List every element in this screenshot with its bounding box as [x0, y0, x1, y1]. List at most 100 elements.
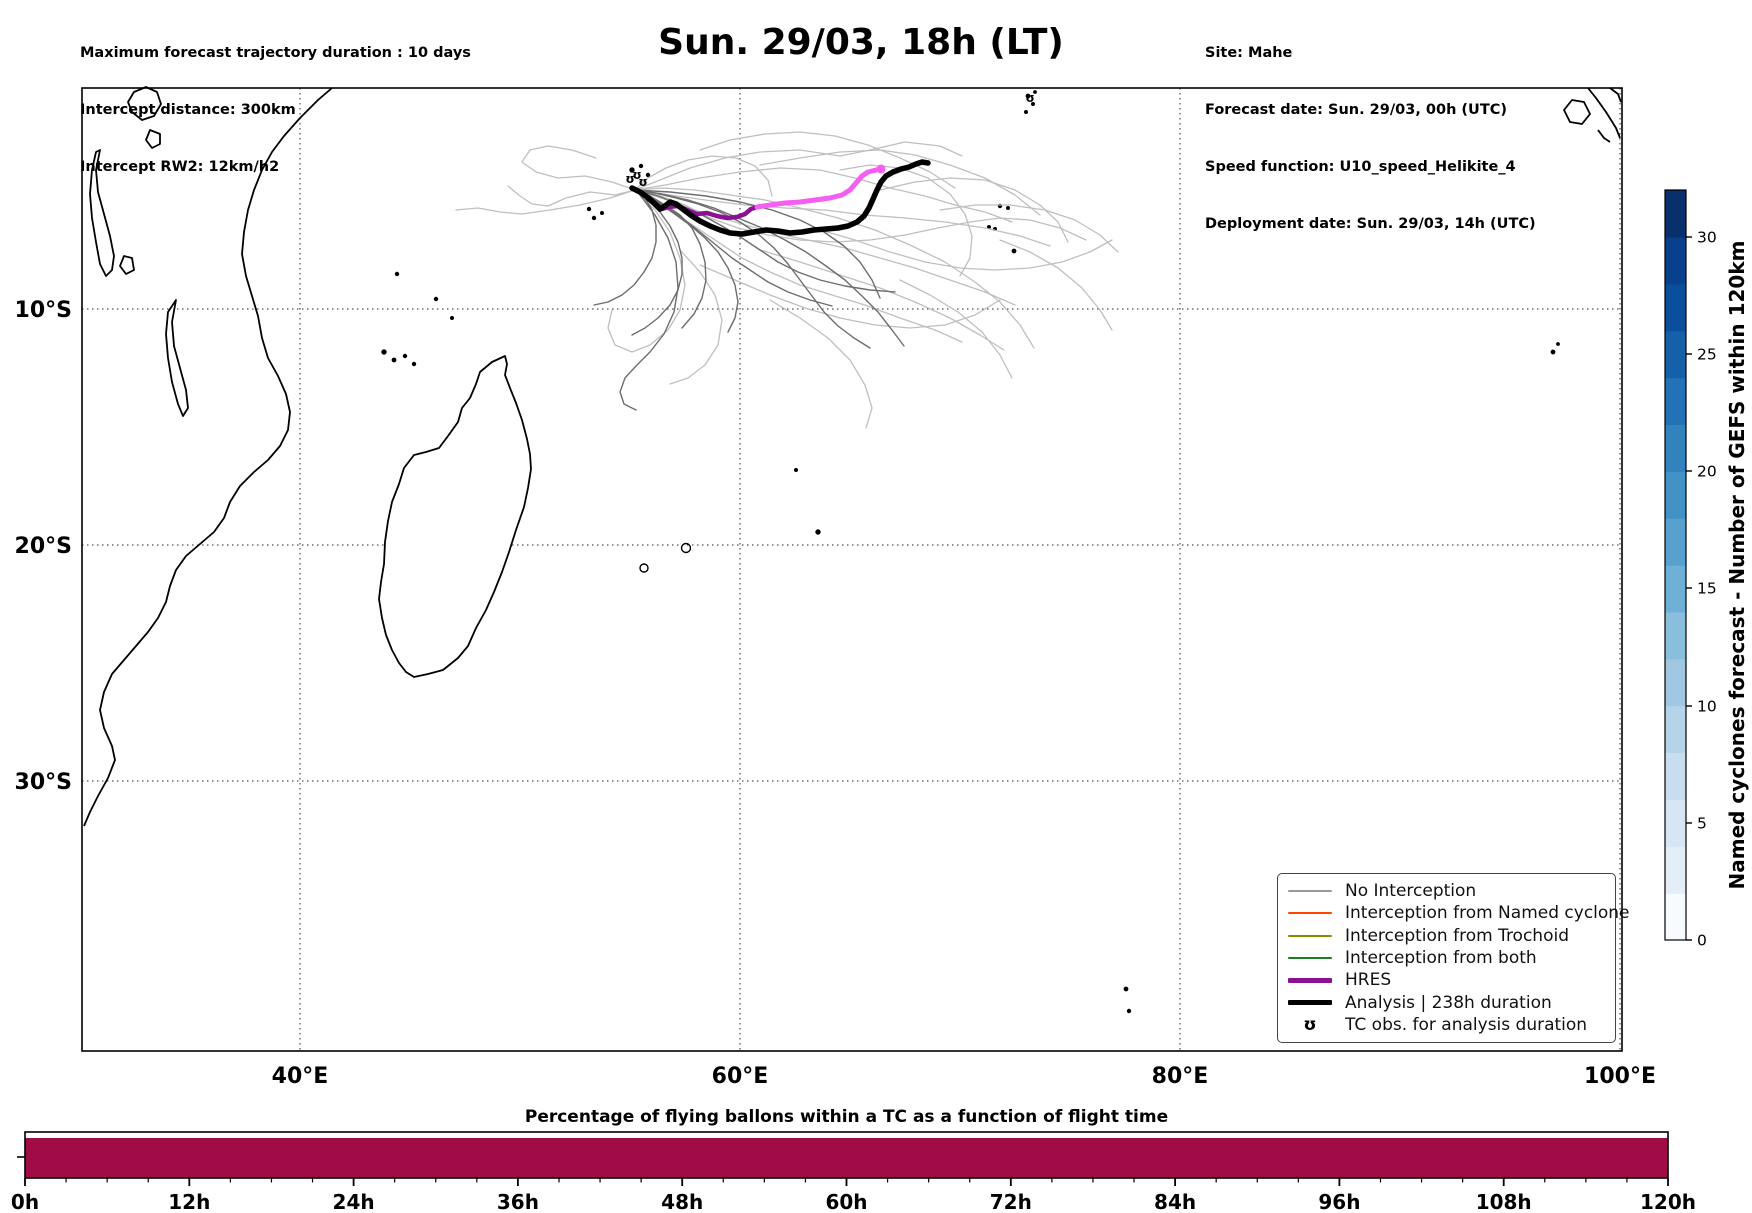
colorbar-axis-label: Named cyclones forecast - Number of GEFS… — [1725, 241, 1749, 890]
legend-line-swatch — [1288, 977, 1332, 983]
forecast-date-line: Forecast date: Sun. 29/03, 00h (UTC) — [1205, 102, 1507, 118]
colorbar-segment — [1665, 471, 1686, 519]
colorbar-segment — [1665, 377, 1686, 425]
legend-item-label: Interception from Trochoid — [1345, 925, 1569, 946]
bottom-chart-title: Percentage of flying ballons within a TC… — [525, 1107, 1168, 1127]
island-dot — [450, 316, 455, 321]
forecast-settings-text: Maximum forecast trajectory duration : 1… — [80, 6, 471, 215]
light-trajectory — [634, 189, 1051, 247]
colorbar-tick-label: 10 — [1697, 698, 1717, 716]
flight-time-tick-label: 120h — [1640, 1190, 1696, 1213]
lon-tick-label: 80°E — [1152, 1064, 1209, 1089]
legend-line-swatch — [1288, 999, 1332, 1006]
colorbar-tick-label: 20 — [1697, 463, 1717, 481]
light-trajectory — [455, 189, 636, 215]
tc-obs-legend-icon: ʊ — [1288, 1016, 1332, 1033]
dark-trajectory — [593, 189, 657, 306]
colorbar-tick-label: 30 — [1697, 229, 1717, 247]
hres-end-marker — [876, 164, 886, 174]
legend-item: Interception from Named cyclone — [1288, 903, 1630, 923]
island-dot — [411, 361, 417, 367]
light-trajectory — [999, 239, 1113, 331]
colorbar-segment — [1665, 190, 1686, 238]
legend-line-swatch — [1288, 912, 1332, 915]
light-trajectory — [507, 185, 636, 207]
light-trajectory — [634, 141, 963, 191]
coastline-closed — [89, 149, 115, 277]
dark-trajectory — [634, 189, 871, 349]
coastline — [83, 87, 333, 827]
lon-tick-label: 100°E — [1584, 1064, 1656, 1089]
deployment-date-line: Deployment date: Sun. 29/03, 14h (UTC) — [1205, 216, 1536, 232]
tc-obs-marker-icon: ʊ — [638, 175, 647, 189]
light-trajectory — [759, 249, 1005, 351]
legend-item-label: Analysis | 238h duration — [1345, 992, 1552, 1013]
coastline — [1587, 87, 1621, 139]
colorbar-tick-label: 5 — [1697, 815, 1707, 833]
island-dot — [394, 271, 400, 277]
coastline-closed — [378, 355, 532, 678]
max-duration-line: Maximum forecast trajectory duration : 1… — [80, 45, 471, 61]
legend-line-sample — [1288, 977, 1332, 983]
island-dot — [645, 172, 651, 178]
legend-line-swatch — [1288, 934, 1332, 937]
island-dot — [381, 349, 387, 355]
tc-obs-marker-icon: ʊ — [1025, 91, 1034, 105]
colorbar-segment — [1665, 658, 1686, 707]
colorbar-tick-label: 0 — [1697, 932, 1707, 950]
lat-tick-label: 10°S — [15, 298, 72, 323]
legend-line-sample — [1288, 890, 1332, 893]
flight-time-tick-label: 24h — [333, 1190, 375, 1213]
flight-time-tick-label: 60h — [825, 1190, 867, 1213]
flight-time-tick-label: 12h — [168, 1190, 210, 1213]
island-dot — [1025, 93, 1031, 99]
island-dot — [987, 224, 992, 229]
speed-function-line: Speed function: U10_speed_Helikite_4 — [1205, 159, 1516, 175]
legend-item: ʊ TC obs. for analysis duration — [1288, 1015, 1605, 1035]
light-trajectory — [819, 229, 1113, 271]
island-dot — [1033, 90, 1037, 94]
legend-line-swatch — [1288, 956, 1332, 959]
island-dot — [680, 542, 692, 554]
figure-title: Sun. 29/03, 18h (LT) — [658, 22, 1064, 63]
flight-time-tick-label: 72h — [990, 1190, 1032, 1213]
dark-trajectory — [634, 189, 881, 299]
intercept-rw2-line: Intercept RW2: 12km/h2 — [80, 159, 280, 175]
coastline-closed — [145, 129, 161, 149]
site-line: Site: Mahe — [1205, 45, 1293, 61]
colorbar-tick-label: 25 — [1697, 346, 1717, 364]
colorbar-outline — [1664, 189, 1687, 941]
light-trajectory — [634, 155, 773, 197]
colorbar-segment — [1665, 283, 1686, 332]
tc-percentage-bar — [25, 1138, 1668, 1178]
flight-time-tick-label: 48h — [661, 1190, 703, 1213]
lon-tick-label: 40°E — [272, 1064, 329, 1089]
dark-trajectory — [619, 194, 679, 411]
colorbar-segment — [1665, 565, 1686, 613]
legend-item-label: HRES — [1345, 970, 1392, 991]
island-dot — [433, 296, 439, 302]
site-info-text: Site: Mahe Forecast date: Sun. 29/03, 00… — [1205, 6, 1536, 272]
dark-trajectory — [634, 189, 905, 347]
legend-line-sample — [1288, 956, 1332, 959]
island-dot — [638, 163, 644, 169]
analysis-trajectory — [629, 159, 931, 237]
intercept-distance-line: Intercept distance: 300km — [80, 102, 296, 118]
light-trajectory — [669, 249, 723, 385]
colorbar-segment — [1665, 846, 1686, 894]
island-dot — [639, 563, 649, 573]
light-trajectory — [759, 149, 1041, 216]
island-dot — [1011, 248, 1017, 254]
map-legend: No Interception Interception from Named c… — [1277, 873, 1630, 1043]
legend-item-label: Interception from both — [1345, 947, 1537, 968]
legend-item-label: TC obs. for analysis duration — [1345, 1014, 1588, 1035]
colorbar-tick-label: 15 — [1697, 580, 1717, 598]
island-dot — [391, 357, 397, 363]
coastline — [1609, 87, 1622, 103]
colorbar-segment — [1665, 705, 1686, 754]
colorbar-segment — [1665, 752, 1686, 800]
island-dot — [402, 353, 408, 359]
island-dot — [1550, 349, 1556, 355]
